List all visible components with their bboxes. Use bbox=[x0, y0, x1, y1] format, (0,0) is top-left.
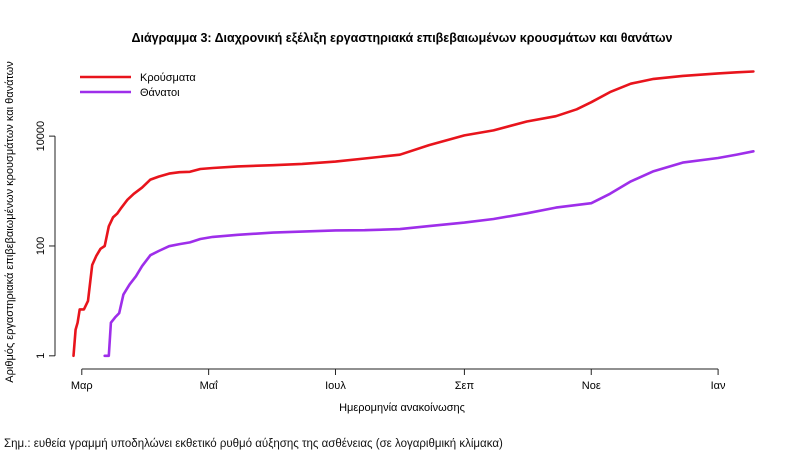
y-tick-label: 1 bbox=[35, 353, 47, 359]
x-tick-label: Ιουλ bbox=[325, 380, 346, 392]
x-tick-label: Σεπ bbox=[455, 380, 475, 392]
x-tick-label: Ιαν bbox=[711, 380, 726, 392]
plot-area: Μαρ Μαΐ Ιουλ Σεπ Νοε Ιαν 1 100 10000 bbox=[35, 70, 755, 392]
legend-label-2: Θάνατοι bbox=[140, 87, 180, 99]
series-line-2 bbox=[103, 150, 755, 358]
legend-label-1: Κρούσματα bbox=[140, 72, 196, 84]
series-line-1 bbox=[72, 70, 755, 358]
legend: Κρούσματα Θάνατοι bbox=[80, 72, 196, 99]
x-tick-label: Μαΐ bbox=[200, 380, 219, 392]
x-tick-label: Νοε bbox=[582, 380, 601, 392]
x-tick-label: Μαρ bbox=[71, 380, 93, 392]
y-tick-label: 10000 bbox=[35, 121, 47, 152]
x-axis-label: Ημερομηνία ανακοίνωσης bbox=[339, 402, 465, 414]
y-tick-label: 100 bbox=[35, 237, 47, 255]
y-axis-label: Αριθμός εργαστηριακά επιβεβαιωμένων κρου… bbox=[4, 61, 16, 383]
chart-title: Διάγραμμα 3: Διαχρονική εξέλιξη εργαστηρ… bbox=[131, 31, 672, 45]
footnote: Σημ.: ευθεία γραμμή υποδηλώνει εκθετικό … bbox=[4, 438, 503, 450]
